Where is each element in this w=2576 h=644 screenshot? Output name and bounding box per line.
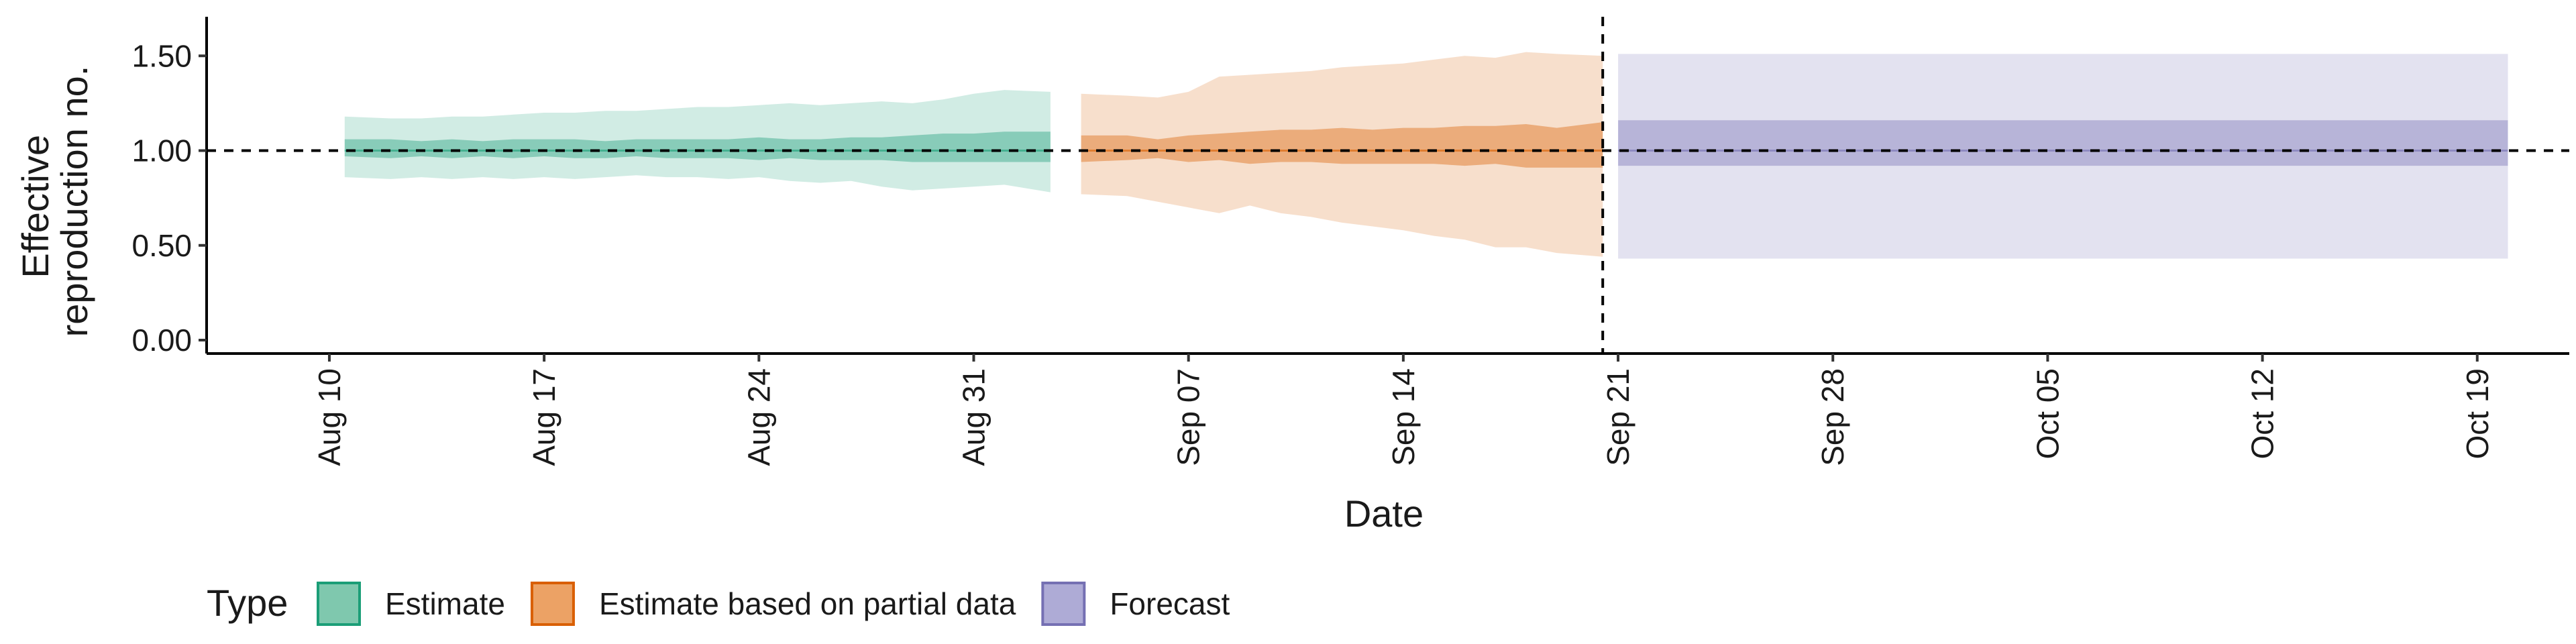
x-tick-label: Aug 31 (957, 368, 991, 466)
x-axis-label: Date (1344, 492, 1424, 535)
band-50-series-2 (1618, 120, 2508, 166)
legend-swatch-1 (530, 582, 575, 626)
band-90-series-2 (1618, 54, 2508, 259)
x-tick-label: Sep 21 (1601, 368, 1635, 466)
legend-label-2: Forecast (1110, 586, 1230, 621)
y-axis-ticks: 0.00 0.50 1.00 1.50 (131, 38, 207, 358)
y-axis-label: Effective reproduction no. (14, 66, 95, 337)
y-axis-label-line-1: Effective (14, 135, 56, 278)
y-tick-label: 0.50 (131, 228, 192, 263)
legend-swatch-2 (1041, 582, 1086, 626)
y-tick-label: 1.00 (131, 133, 192, 168)
x-tick-label: Oct 12 (2245, 368, 2280, 460)
band-50-series-1 (1081, 122, 1603, 168)
band-50-series-0 (344, 131, 1051, 162)
band-90-series-0 (344, 90, 1051, 193)
reference-lines (207, 17, 2569, 354)
x-tick-label: Sep 07 (1171, 368, 1206, 466)
axes (205, 17, 2569, 355)
y-tick-label: 0.00 (131, 323, 192, 358)
y-tick-label: 1.50 (131, 38, 192, 73)
legend-swatch-0 (317, 582, 361, 626)
x-tick-label: Aug 10 (312, 368, 347, 466)
x-tick-label: Oct 19 (2460, 368, 2495, 460)
legend-title: Type (207, 582, 288, 624)
x-tick-label: Aug 24 (741, 368, 776, 466)
x-tick-label: Sep 14 (1386, 368, 1421, 466)
uncertainty-bands (344, 52, 2508, 259)
band-90-series-1 (1081, 52, 1603, 257)
y-axis-label-line-2: reproduction no. (53, 66, 95, 337)
x-tick-label: Sep 28 (1815, 368, 1850, 466)
legend-label-1: Estimate based on partial data (599, 586, 1016, 621)
x-axis-ticks: Aug 10 Aug 17 Aug 24 Aug 31 Sep 07 Sep 14 Sep … (312, 354, 2495, 466)
legend: Type Estimate Estimate based on partial d… (207, 582, 1230, 626)
x-tick-label: Oct 05 (2030, 368, 2065, 460)
legend-label-0: Estimate (385, 586, 505, 621)
x-tick-label: Aug 17 (527, 368, 561, 466)
